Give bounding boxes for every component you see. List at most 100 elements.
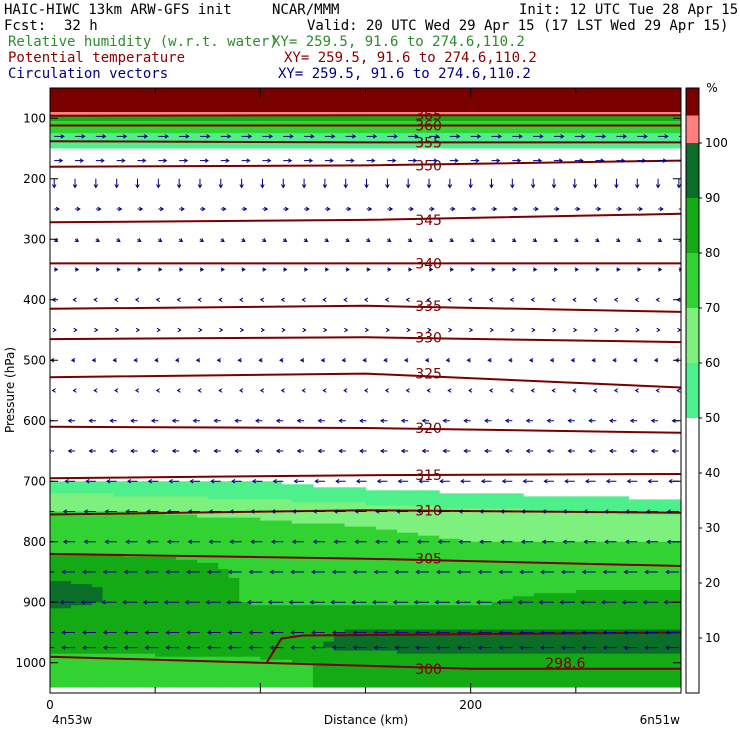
- rh-cell: [575, 659, 587, 664]
- rh-cell: [397, 578, 409, 582]
- rh-cell: [344, 644, 356, 649]
- rh-cell: [512, 614, 524, 618]
- rh-cell: [491, 535, 503, 540]
- rh-cell: [397, 587, 409, 591]
- rh-cell: [575, 608, 587, 612]
- vector-head: [139, 206, 144, 212]
- rh-cell: [596, 635, 608, 640]
- rh-cell: [407, 668, 419, 673]
- rh-cell: [134, 523, 146, 528]
- rh-cell: [260, 632, 272, 637]
- rh-cell: [354, 683, 367, 688]
- rh-cell: [197, 596, 209, 600]
- rh-cell: [302, 629, 314, 634]
- rh-cell: [249, 532, 261, 537]
- rh-cell: [354, 493, 367, 497]
- rh-cell: [481, 593, 493, 597]
- rh-cell: [102, 587, 114, 591]
- rh-cell: [249, 614, 261, 618]
- rh-cell: [228, 593, 240, 597]
- rh-cell: [270, 596, 282, 600]
- rh-cell: [523, 562, 535, 567]
- rh-cell: [134, 496, 146, 500]
- rh-cell: [544, 677, 556, 682]
- rh-cell: [523, 647, 535, 652]
- rh-cell: [113, 502, 125, 507]
- rh-cell: [102, 535, 114, 540]
- rh-cell: [418, 581, 430, 585]
- rh-cell: [586, 668, 598, 673]
- rh-cell: [407, 514, 419, 519]
- rh-cell: [670, 677, 681, 682]
- rh-cell: [670, 683, 681, 688]
- rh-cell: [144, 529, 156, 534]
- rh-cell: [449, 520, 461, 525]
- rh-cell: [228, 647, 240, 652]
- rh-cell: [165, 653, 177, 658]
- rh-cell: [397, 659, 409, 664]
- rh-cell: [428, 617, 440, 621]
- rh-cell: [407, 568, 419, 573]
- rh-cell: [670, 674, 681, 679]
- rh-cell: [449, 572, 461, 576]
- rh-cell: [165, 593, 177, 597]
- rh-cell: [197, 590, 209, 594]
- rh-cell: [134, 665, 146, 670]
- rh-cell: [491, 629, 503, 634]
- rh-cell: [491, 529, 503, 534]
- rh-cell: [123, 575, 135, 579]
- rh-cell: [512, 505, 524, 510]
- rh-cell: [397, 526, 409, 531]
- vector-arrow: [283, 158, 293, 163]
- vector-arrow: [449, 134, 461, 139]
- vector-head: [655, 297, 660, 302]
- rh-cell: [554, 593, 566, 597]
- rh-cell: [144, 493, 156, 497]
- rh-cell: [491, 538, 503, 543]
- rh-cell: [207, 559, 219, 564]
- rh-cell: [228, 596, 240, 600]
- rh-cell: [428, 517, 440, 522]
- rh-cell: [565, 553, 577, 558]
- rh-cell: [239, 508, 251, 513]
- rh-cell: [344, 487, 356, 491]
- vector-head: [558, 158, 563, 163]
- rh-cell: [596, 529, 608, 534]
- vector-arrow: [384, 388, 390, 393]
- rh-cell: [449, 535, 461, 540]
- rh-cell: [523, 602, 535, 606]
- rh-cell: [92, 493, 104, 497]
- rh-cell: [102, 581, 114, 585]
- rh-cell: [249, 659, 261, 664]
- rh-cell: [144, 662, 156, 667]
- rh-cell: [71, 572, 83, 576]
- rh-cell: [176, 587, 188, 591]
- rh-cell: [460, 529, 472, 534]
- rh-cell: [575, 599, 587, 603]
- vector-head: [296, 418, 301, 423]
- rh-cell: [617, 623, 630, 628]
- rh-cell: [439, 517, 451, 522]
- rh-cell: [333, 668, 346, 673]
- rh-cell: [291, 572, 303, 576]
- rh-cell: [575, 668, 587, 673]
- rh-cell: [376, 662, 388, 667]
- rh-cell: [502, 517, 514, 522]
- rh-cell: [365, 517, 377, 522]
- rh-cell: [523, 496, 535, 500]
- rh-cell: [113, 620, 125, 625]
- rh-cell: [439, 565, 451, 570]
- rh-cell: [186, 538, 198, 543]
- rh-cell: [155, 575, 167, 579]
- rh-cell: [239, 547, 251, 552]
- rh-cell: [333, 680, 346, 685]
- vector-head: [70, 358, 76, 363]
- rh-cell: [144, 599, 156, 603]
- rh-cell: [565, 665, 577, 670]
- rh-cell: [123, 523, 135, 528]
- rh-cell: [165, 496, 177, 500]
- vector-head: [171, 418, 177, 423]
- rh-cell: [113, 568, 125, 573]
- rh-cell: [239, 562, 251, 567]
- rh-cell: [302, 565, 314, 570]
